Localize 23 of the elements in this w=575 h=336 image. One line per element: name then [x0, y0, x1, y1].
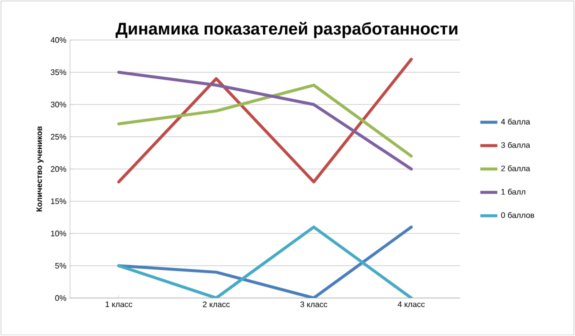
chart-title: Динамика показателей разработанности	[116, 22, 458, 38]
y-tick-label: 40%	[50, 37, 66, 43]
legend-label: 4 балла	[501, 118, 530, 125]
legend-label: 2 балла	[501, 165, 530, 172]
x-tick-label: 4 класс	[398, 302, 425, 308]
line-series	[117, 84, 413, 158]
y-tick-label: 10%	[51, 230, 66, 236]
line-series	[117, 226, 413, 298]
y-tick-label: 30%	[50, 102, 66, 108]
y-tick-label: 15%	[51, 198, 66, 204]
y-tick-label: 0%	[55, 295, 66, 301]
legend-label: 3 балла	[501, 142, 530, 148]
y-tick-label: 25%	[50, 134, 66, 140]
legend-label: 1 балл	[501, 188, 526, 195]
x-tick-label: 2 класс	[202, 302, 230, 308]
line-series	[117, 70, 413, 170]
y-tick-label: 5%	[55, 262, 66, 269]
y-tick-label: 20%	[50, 166, 66, 172]
y-tick-label: 35%	[50, 69, 66, 76]
y-axis-title: Количество учеников	[36, 126, 44, 212]
x-tick-label: 3 класс	[300, 302, 328, 308]
legend-label: 0 баллов	[501, 212, 534, 218]
x-tick-label: 1 класс	[106, 302, 132, 308]
